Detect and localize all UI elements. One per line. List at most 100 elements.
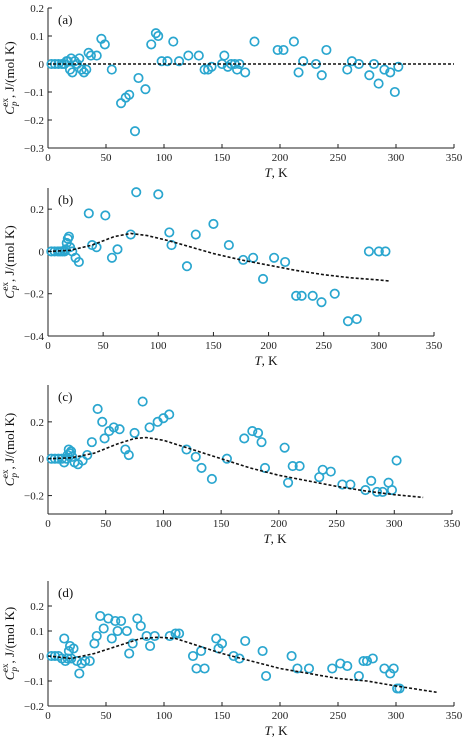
x-tick-label: 300 <box>388 152 405 164</box>
data-point <box>292 663 303 674</box>
data-point <box>196 462 207 473</box>
data-point <box>380 246 391 257</box>
data-point <box>287 461 298 472</box>
data-point <box>137 396 148 407</box>
data-point <box>106 252 118 263</box>
x-tick-label: 100 <box>150 340 167 352</box>
y-tick-label: −0.1 <box>24 87 44 99</box>
data-point <box>112 625 123 637</box>
data-point <box>199 663 210 674</box>
x-tick-label: 250 <box>328 518 345 530</box>
data-point <box>388 663 399 674</box>
data-point <box>124 648 135 659</box>
data-point <box>98 623 109 634</box>
data-point <box>124 89 135 100</box>
x-axis-title: T, K <box>264 723 288 738</box>
data-point <box>316 70 327 81</box>
x-tick-label: 0 <box>45 710 51 722</box>
data-point <box>91 630 102 642</box>
data-point <box>85 50 96 61</box>
data-point <box>91 242 102 253</box>
data-point <box>153 189 164 200</box>
x-axis-title: T, K <box>264 165 288 180</box>
panel-label: (a) <box>58 12 72 27</box>
data-point <box>221 453 232 464</box>
data-point <box>67 67 78 78</box>
x-tick-label: 0 <box>45 340 51 352</box>
data-point <box>78 67 90 78</box>
data-point <box>342 316 354 327</box>
data-point <box>108 422 119 433</box>
data-point <box>366 475 377 486</box>
y-tick-label: 0 <box>39 59 45 71</box>
data-point <box>92 403 103 415</box>
data-point <box>129 126 141 137</box>
x-tick-label: 350 <box>444 518 461 530</box>
data-point <box>133 72 144 84</box>
data-point <box>95 610 106 622</box>
x-tick-label: 0 <box>45 152 51 164</box>
x-tick-label: 200 <box>272 710 289 722</box>
data-point <box>279 442 290 453</box>
data-point <box>321 44 332 56</box>
data-point <box>168 36 179 47</box>
data-point <box>247 426 258 437</box>
data-point <box>223 240 234 251</box>
panel-label: (d) <box>58 585 73 600</box>
data-point <box>342 64 353 75</box>
chart-panel-3: 0 50 100 150 200 250 300 350 −0.2 0 0.2 (c) T, K Cpex… <box>0 385 461 546</box>
x-tick-label: 150 <box>214 710 231 722</box>
data-point <box>164 409 175 420</box>
data-point <box>269 252 280 263</box>
x-tick-label: 150 <box>213 518 230 530</box>
data-point <box>256 437 267 448</box>
data-point <box>261 670 272 682</box>
data-point <box>294 461 305 472</box>
data-point <box>249 36 260 47</box>
data-point <box>68 643 79 654</box>
x-tick-label: 0 <box>45 518 51 530</box>
data-point <box>385 67 396 78</box>
data-point <box>253 427 264 438</box>
chart-panel-1: 0 50 100 150 200 250 300 350 −0.3 −0.2 −0.1 0 0.1 0.2… <box>0 3 463 180</box>
y-tick-label: 0 <box>39 651 45 663</box>
x-tick-label: 50 <box>98 340 110 352</box>
data-point <box>280 256 291 268</box>
data-point <box>257 645 268 657</box>
x-tick-label: 50 <box>100 518 112 530</box>
data-point <box>127 638 138 649</box>
chart-panel-4: 0 50 100 150 200 250 300 350 −0.2 −0.1 0 0.1 0.2 (d) T… <box>0 581 463 738</box>
data-point <box>153 30 164 42</box>
y-tick-label: 0 <box>39 454 45 466</box>
x-tick-label: 100 <box>156 710 173 722</box>
data-point <box>386 484 398 496</box>
data-point <box>81 64 92 75</box>
data-point <box>106 633 117 644</box>
data-point <box>110 615 121 627</box>
data-point <box>131 187 142 198</box>
data-point <box>135 620 146 632</box>
x-tick-label: 150 <box>205 340 222 352</box>
data-point <box>141 630 152 642</box>
data-point <box>183 50 194 61</box>
data-point <box>86 437 97 448</box>
data-point <box>325 466 336 477</box>
data-point <box>307 290 318 301</box>
data-point <box>74 53 85 64</box>
data-point <box>60 655 71 667</box>
data-point <box>100 210 111 221</box>
x-tick-label: 150 <box>214 152 231 164</box>
data-point <box>73 256 84 268</box>
data-point <box>394 683 405 694</box>
data-point <box>393 61 404 72</box>
data-point <box>140 84 151 95</box>
data-point <box>288 36 299 47</box>
data-point <box>206 61 217 72</box>
data-point <box>106 64 117 75</box>
data-point <box>181 444 192 455</box>
data-point <box>248 252 259 263</box>
data-point <box>240 635 251 647</box>
data-point <box>116 615 127 627</box>
data-point <box>121 625 132 637</box>
